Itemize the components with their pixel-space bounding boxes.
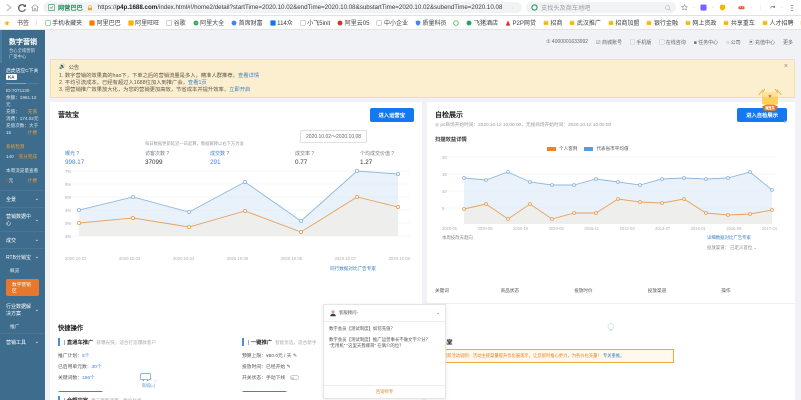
svg-text:20: 20 bbox=[442, 155, 447, 160]
svg-text:10: 10 bbox=[442, 189, 447, 194]
svg-text:5%: 5% bbox=[65, 195, 71, 200]
svg-text:7%: 7% bbox=[65, 169, 71, 174]
svg-text:6%: 6% bbox=[65, 182, 71, 187]
svg-text:礁宝奖: 礁宝奖 bbox=[765, 105, 775, 110]
svg-text:★: ★ bbox=[767, 94, 772, 99]
svg-text:3%: 3% bbox=[65, 221, 71, 226]
svg-text:15: 15 bbox=[442, 172, 447, 177]
svg-text:5: 5 bbox=[442, 206, 445, 211]
svg-text:2%: 2% bbox=[65, 234, 71, 239]
svg-text:4%: 4% bbox=[65, 208, 71, 213]
